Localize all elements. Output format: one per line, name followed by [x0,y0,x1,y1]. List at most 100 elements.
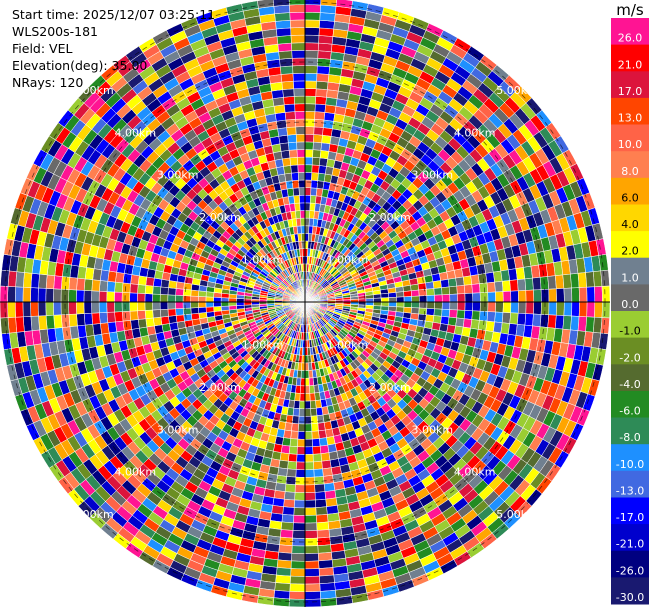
ppi-gate [280,65,294,75]
ppi-gate [236,304,245,310]
ppi-gate [293,195,301,204]
ppi-gate [403,290,412,298]
ppi-gate [228,297,237,303]
ppi-gate [304,385,311,394]
ppi-gate [280,529,294,539]
ppi-gate [38,315,48,331]
ppi-gate [276,559,292,569]
ppi-gate [159,294,169,303]
ppi-gate [289,438,299,447]
ppi-gate [304,126,315,135]
ppi-gate [315,80,329,90]
ppi-gate [315,399,322,409]
ppi-gate [464,301,474,312]
ppi-gate [418,307,428,316]
ppi-gate [396,296,405,303]
ppi-gate [317,551,333,562]
ppi-gate [304,156,313,166]
ppi-gate [562,273,572,289]
ppi-gate [191,312,200,321]
ppi-gate [275,574,291,584]
ppi-gate [318,567,334,577]
ppi-gate [272,597,290,607]
ppi-gate [115,271,125,284]
ppi-gate [395,291,405,298]
ppi-gate [411,295,420,303]
ppi-gate [577,316,587,332]
ppi-gate [284,111,296,121]
ppi-gate [304,65,318,74]
ppi-gate [283,498,295,508]
ppi-gate [323,482,336,492]
ppi-gate [283,165,292,175]
ppi-gate [456,309,466,319]
ppi-gate [289,157,299,166]
ppi-gate [304,598,322,608]
ppi-gate [501,312,511,324]
ppi-gate [106,291,115,303]
ppi-gate [293,88,306,97]
ppi-gate [316,65,330,75]
ppi-gate [310,407,318,417]
ppi-gate [457,293,466,303]
ppi-gate [509,312,519,325]
ppi-gate [463,310,473,320]
ppi-gate [284,172,293,182]
ppi-gate [284,491,296,501]
ppi-gate [106,281,116,293]
ppi-gate [30,301,39,317]
ppi-gate [274,12,291,22]
ppi-gate [198,301,207,308]
ppi-gate [304,34,320,44]
ppi-gate [236,301,245,306]
ppi-gate [304,591,321,600]
ppi-gate [298,179,306,189]
ppi-gate [304,42,319,51]
ppi-gate [284,483,296,493]
ppi-gate [556,288,565,303]
ppi-gate [122,273,133,284]
ppi-gate [290,568,306,577]
ppi-gate [509,279,519,292]
ppi-gate [205,301,214,308]
ppi-gate [319,574,335,584]
ppi-gate [585,316,595,333]
ppi-gate [15,271,25,288]
ppi-gate [365,298,374,303]
ppi-gate [577,272,587,288]
ppi-gate [410,283,419,292]
ppi-gate [517,278,527,292]
ppi-gate [68,301,77,315]
ppi-gate [554,314,565,330]
ppi-gate [457,301,466,311]
range-ring-label: 2.00km [369,211,411,224]
station-label: WLS200s-181 [12,24,98,39]
ppi-gate [304,583,321,593]
ppi-gate [91,279,101,292]
ppi-gate [290,164,299,174]
ppi-gate [53,275,63,290]
ppi-gate [287,134,297,144]
ppi-gate [299,400,306,410]
ppi-gate [380,301,390,307]
ppi-gate [304,446,314,455]
ppi-gate [285,119,297,128]
ppi-gate [418,288,428,297]
ppi-gate [37,301,47,317]
ppi-gate [83,312,93,326]
ppi-gate [304,95,317,105]
range-ring-label: 5.00km [72,508,114,521]
elevation-label: Elevation(deg): 35.00 [12,58,148,73]
ppi-gate [309,392,316,402]
ppi-gate [304,377,310,387]
ppi-gate [98,301,108,314]
ppi-gate [122,282,131,294]
ppi-gate [304,80,317,90]
ppi-gate [129,283,139,294]
ppi-gate [175,301,184,310]
ppi-gate [288,149,298,159]
colorbar-tick-label: -26.0 [616,564,644,577]
ppi-gate [282,437,291,447]
ppi-gate [291,50,306,59]
colorbar-tick-label: -2.0 [619,351,640,364]
